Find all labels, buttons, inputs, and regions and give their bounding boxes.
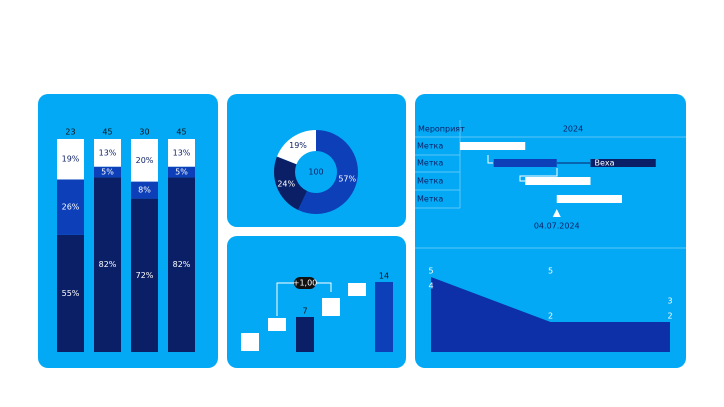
bar-segment [57,234,84,352]
donut-slice [298,130,358,214]
total-label: 30 [139,128,149,137]
bar-segment [94,139,121,167]
bar-segment [131,139,158,182]
bar-segment [168,139,195,167]
bar-segment [94,177,121,352]
data-label: 24% [277,179,295,188]
data-label: 13% [99,148,117,157]
total-label: 23 [65,128,75,137]
data-label: 14 [379,272,389,281]
total-label: 45 [176,128,186,137]
gantt-header: Мероприят [418,125,465,134]
dependency [487,155,493,164]
data-label: 5% [175,168,188,177]
data-label: 13% [173,148,191,157]
bar-segment [57,139,84,180]
bar-segment [94,166,121,178]
center-label: 100 [308,168,323,177]
bar-segment [168,177,195,352]
data-label: 26% [62,203,80,212]
annotation: +1,00 [293,279,318,288]
donut-slice [276,130,316,165]
data-label: 20% [136,156,154,165]
bar-segment [131,181,158,199]
data-label: 82% [99,260,117,269]
badge [294,277,316,289]
data-label: 7 [302,307,307,316]
milestone [552,209,561,217]
panel [227,236,406,368]
task-bar [590,159,656,167]
bar-segment [57,179,84,235]
task-bar [556,195,622,203]
data-label: 72% [136,271,154,280]
delta-box [322,298,340,316]
task-label: Веха [595,159,615,168]
data-label: 82% [173,260,191,269]
data-label: 57% [338,174,356,183]
area [431,277,670,352]
data-label: 8% [138,186,151,195]
delta-box [348,283,366,296]
bar [296,317,314,352]
data-label: 2 [548,312,553,321]
row-label: Метка [417,159,443,168]
bar [375,282,393,352]
task-bar [525,177,591,185]
data-label: 5% [101,168,114,177]
delta-box [241,333,259,351]
data-label: 19% [62,155,80,164]
row-label: Метка [417,142,443,151]
total-label: 45 [102,128,112,137]
task-bar [493,159,557,167]
row-label: Метка [417,177,443,186]
data-label: 55% [62,289,80,298]
data-label: 19% [289,141,307,150]
task-bar [460,142,526,150]
data-label: 5 [548,267,553,276]
data-label: 5 [428,267,433,276]
delta-box [268,318,286,331]
data-label: 4 [428,282,433,291]
panel [227,94,406,227]
row-label: Метка [417,195,443,204]
data-label: 2 [667,312,672,321]
data-label: 3 [667,297,672,306]
gantt-year: 2024 [563,125,583,134]
dependency [519,168,558,182]
milestone-label: 04.07.2024 [534,222,580,231]
bar-segment [131,198,158,352]
donut-slice [274,156,308,211]
bar-segment [168,166,195,178]
